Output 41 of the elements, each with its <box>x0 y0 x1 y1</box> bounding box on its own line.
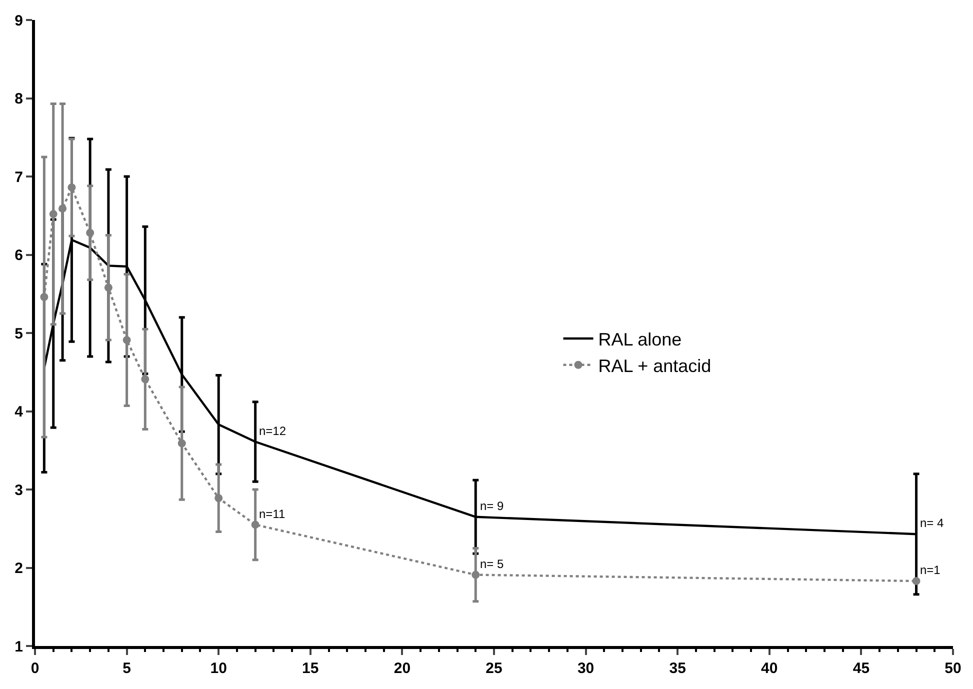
y-tick-label: 9 <box>14 12 23 30</box>
y-tick-label: 3 <box>14 482 23 499</box>
point <box>141 375 150 384</box>
point <box>104 284 112 292</box>
annotation: n=12 <box>259 424 286 438</box>
y-tick-label: 7 <box>14 168 23 186</box>
x-tick-label: 5 <box>122 660 131 677</box>
x-tick-label: 0 <box>30 660 40 677</box>
x-tick-label: 45 <box>852 660 870 677</box>
point <box>86 228 94 237</box>
annotation: n= 4 <box>920 516 944 530</box>
x-tick-label: 25 <box>486 660 502 677</box>
point <box>214 494 223 502</box>
x-tick-label: 35 <box>669 660 686 677</box>
point <box>40 293 48 302</box>
legend-label: RAL + antacid <box>598 356 712 376</box>
point <box>68 183 76 192</box>
point <box>251 520 260 529</box>
x-tick-label: 50 <box>944 660 962 677</box>
y-tick-label: 6 <box>14 247 23 264</box>
x-tick-label: 15 <box>302 660 319 677</box>
point <box>912 577 920 586</box>
y-tick-label: 5 <box>14 325 23 342</box>
point <box>122 336 131 344</box>
legend-label: RAL alone <box>598 330 682 350</box>
y-tick-label: 8 <box>14 90 23 108</box>
x-tick-label: 10 <box>210 660 227 677</box>
annotation: n=1 <box>920 563 941 577</box>
y-tick-label: 2 <box>14 560 23 577</box>
x-tick-label: 40 <box>761 660 778 677</box>
point <box>178 439 186 448</box>
y-tick-label: 1 <box>14 638 23 656</box>
x-tick-label: 20 <box>394 660 411 677</box>
point <box>472 570 480 579</box>
annotation: n= 5 <box>480 557 504 571</box>
annotation: n=11 <box>259 507 286 521</box>
point <box>49 210 58 218</box>
point <box>58 204 67 213</box>
y-tick-label: 4 <box>14 404 24 420</box>
annotation: n= 9 <box>480 499 504 513</box>
x-tick-label: 30 <box>577 660 594 677</box>
